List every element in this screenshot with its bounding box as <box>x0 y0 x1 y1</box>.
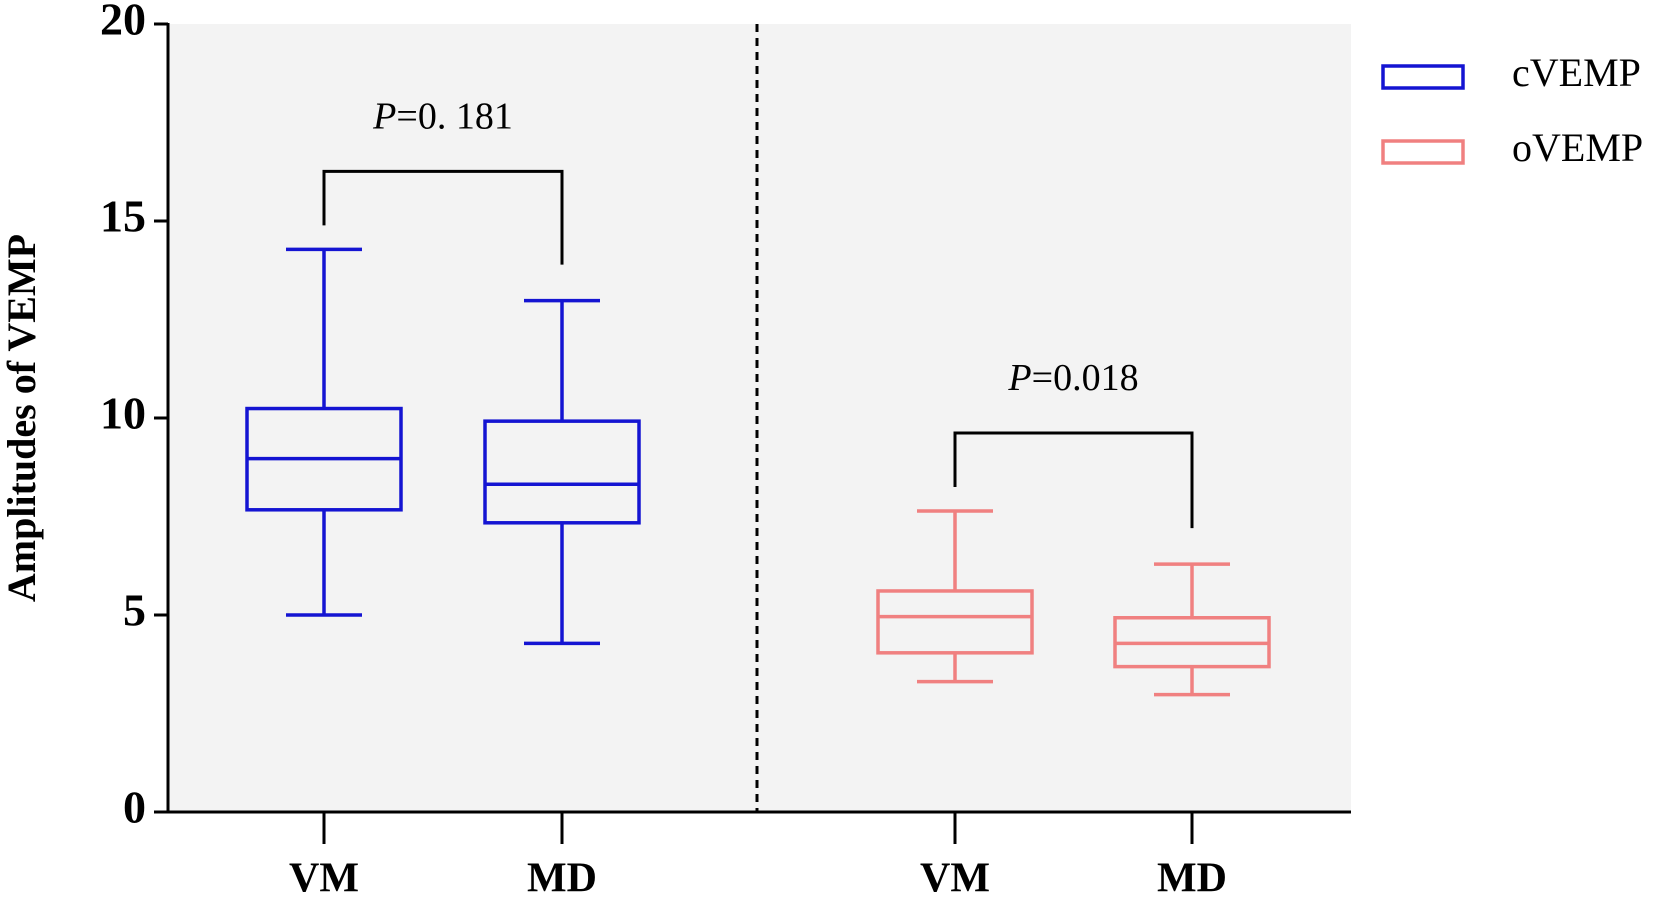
annotation-p: P <box>1007 357 1031 399</box>
legend-swatch <box>1381 64 1465 90</box>
annotation: P=0.018 <box>1007 357 1138 399</box>
bracket <box>322 169 564 265</box>
legend-swatch <box>1381 139 1465 165</box>
legend-label: cVEMP <box>1512 50 1641 95</box>
y-axis-title: Amplitudes of VEMP <box>0 234 44 602</box>
bracket <box>953 431 1194 529</box>
annotation-value: =0. 181 <box>396 95 512 137</box>
y-tick-label: 20 <box>100 0 146 45</box>
legend-label: oVEMP <box>1512 125 1643 170</box>
y-tick-label: 0 <box>123 782 146 833</box>
x-tick-label: VM <box>920 856 990 902</box>
y-tick-label: 15 <box>100 191 146 242</box>
x-tick-label: MD <box>527 856 597 902</box>
annotation: P=0. 181 <box>372 95 513 137</box>
annotation-value: =0.018 <box>1032 357 1139 399</box>
y-tick-label: 5 <box>123 585 146 636</box>
annotation-p: P <box>372 95 396 137</box>
box <box>876 589 1034 655</box>
box <box>483 419 641 525</box>
y-tick-label: 10 <box>100 388 146 439</box>
x-tick-label: VM <box>289 856 359 902</box>
x-tick-label: MD <box>1157 856 1227 902</box>
plot-area <box>168 24 1351 812</box>
